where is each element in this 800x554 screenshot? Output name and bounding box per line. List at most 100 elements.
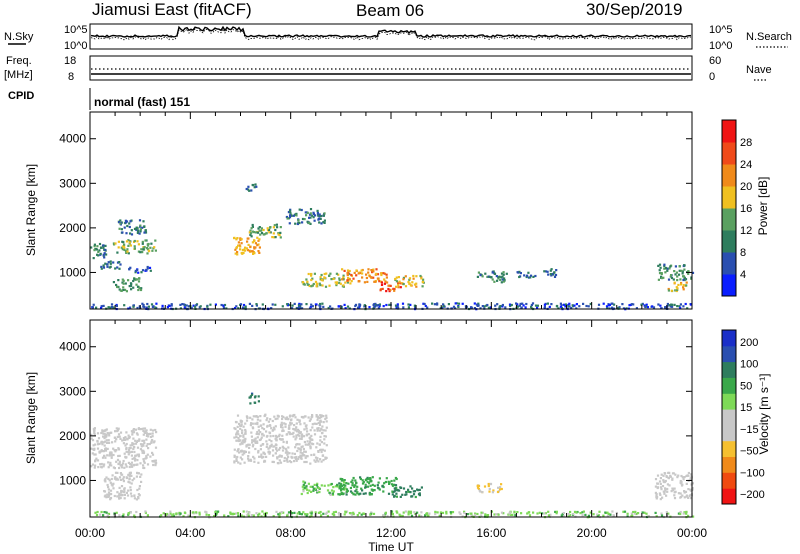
scatter-cell (240, 423, 243, 426)
scatter-cell (387, 492, 391, 495)
scatter-cell (343, 269, 346, 272)
scatter-cell (458, 511, 461, 514)
scatter-cell (114, 471, 118, 474)
scatter-cell (111, 474, 114, 477)
scatter-cell (243, 461, 246, 464)
scatter-cell (328, 284, 331, 287)
scatter-cell (325, 420, 328, 423)
scatter-cell (396, 303, 399, 306)
scatter-cell (409, 284, 412, 287)
scatter-cell (250, 422, 253, 425)
scatter-cell (99, 252, 102, 255)
scatter-cell (433, 303, 436, 306)
scatter-cell (519, 302, 522, 305)
scatter-cell (274, 228, 277, 232)
scatter-cell (285, 215, 288, 219)
scatter-cell (463, 510, 466, 513)
scatter-cell (359, 492, 362, 495)
scatter-cell (441, 511, 445, 514)
scatter-cell (342, 481, 346, 484)
scatter-cell (106, 447, 109, 450)
scatter-cell (309, 306, 312, 309)
scatter-cell (481, 305, 484, 308)
y-tick-label: 3000 (59, 384, 86, 398)
scatter-cell (183, 303, 186, 306)
scatter-cell (139, 225, 142, 228)
scatter-cell (236, 237, 239, 240)
scatter-cell (660, 512, 663, 515)
scatter-cell (683, 496, 686, 499)
scatter-cell (264, 414, 267, 417)
scatter-cell (114, 430, 117, 433)
scatter-cell (117, 279, 120, 282)
scatter-cell (288, 209, 292, 212)
scatter-cell (238, 244, 241, 247)
scatter-cell (415, 275, 418, 278)
scatter-cell (288, 415, 291, 418)
scatter-cell (390, 483, 394, 486)
scatter-cell (233, 436, 236, 439)
scatter-cell (153, 460, 156, 463)
scatter-cell (97, 250, 100, 253)
scatter-cell (474, 513, 477, 516)
scatter-cell (253, 246, 256, 249)
scatter-cell (242, 435, 245, 438)
scatter-cell (488, 275, 491, 278)
scatter-cell (659, 486, 663, 489)
scatter-cell (314, 487, 317, 490)
scatter-cell (246, 249, 249, 252)
scatter-cell (364, 492, 367, 495)
scatter-cell (154, 249, 157, 252)
scatter-cell (108, 452, 112, 455)
scatter-cell (119, 464, 122, 467)
scatter-cell (115, 449, 118, 452)
scatter-cell (305, 460, 308, 464)
scatter-cell (374, 305, 377, 308)
scatter-cell (666, 302, 669, 306)
scatter-cell (234, 420, 238, 424)
scatter-cell (298, 221, 301, 225)
scatter-cell (217, 510, 220, 513)
scatter-cell (132, 279, 135, 283)
scatter-cell (142, 460, 146, 463)
colorbar-swatch (722, 377, 736, 394)
scatter-cell (569, 510, 572, 514)
y-tick-label: 1000 (59, 473, 86, 487)
scatter-cell (301, 217, 305, 221)
scatter-cell (318, 490, 321, 494)
scatter-cell (680, 484, 684, 487)
scatter-cell (132, 437, 135, 440)
scatter-cell (134, 442, 138, 445)
scatter-cell (296, 430, 299, 433)
scatter-cell (286, 418, 290, 421)
scatter-cell (487, 484, 490, 488)
scatter-cell (511, 513, 514, 516)
scatter-cell (107, 491, 111, 494)
scatter-cell (112, 281, 115, 284)
scatter-cell (536, 304, 539, 307)
scatter-cell (109, 260, 112, 263)
scatter-cell (320, 416, 323, 419)
y-tick-label: 3000 (59, 176, 86, 190)
scatter-cell (256, 431, 259, 434)
scatter-cell (251, 441, 254, 444)
scatter-cell (251, 225, 254, 228)
scatter-cell (501, 278, 504, 281)
scatter-cell (407, 510, 410, 513)
scatter-cell (123, 243, 126, 246)
scatter-cell (247, 455, 250, 458)
scatter-cell (691, 482, 694, 485)
scatter-cell (306, 430, 309, 433)
scatter-cell (391, 490, 394, 493)
scatter-cell (618, 306, 621, 309)
scatter-cell (190, 306, 193, 309)
scatter-cell (301, 307, 304, 310)
scatter-cell (237, 515, 240, 518)
scatter-cell (129, 489, 132, 492)
scatter-cell (198, 513, 201, 516)
scatter-cell (340, 492, 343, 495)
scatter-cell (402, 278, 405, 281)
scatter-cell (287, 446, 290, 449)
scatter-cell (154, 239, 157, 242)
scatter-cell (531, 302, 535, 305)
